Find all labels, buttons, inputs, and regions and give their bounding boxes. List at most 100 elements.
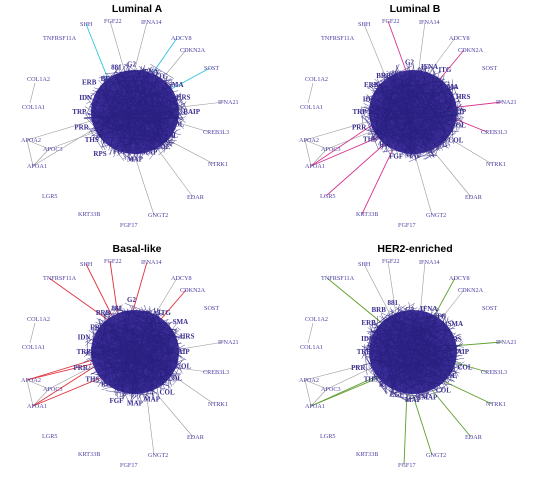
core-edge — [388, 324, 442, 389]
core-edge — [149, 70, 174, 92]
core-edge — [368, 93, 419, 113]
core-edge — [173, 360, 182, 381]
core-edge — [150, 113, 166, 151]
edge-ifna14 — [419, 261, 426, 316]
cluster-label: COL — [448, 137, 464, 145]
core-edge — [398, 321, 459, 361]
core-edge — [409, 121, 442, 137]
panel-title: Luminal A — [112, 3, 163, 15]
core-edge — [102, 79, 138, 89]
gene-label-edar: EDAR — [465, 434, 483, 441]
gene-label-fgf22: FGF22 — [104, 18, 122, 25]
core-edge — [407, 305, 426, 386]
core-edge — [364, 129, 434, 151]
cluster-label: COL — [457, 363, 473, 371]
cluster-label: MAP — [144, 396, 161, 404]
cluster-label: IDN — [363, 96, 376, 104]
core-edge — [404, 346, 415, 392]
core-edge — [405, 325, 456, 358]
core-edge — [158, 140, 175, 156]
core-edge — [86, 337, 88, 357]
panel-2: Basal-likeBAIPCOLCOLCOLMAPMAPFGFRPSTHSPR… — [21, 243, 239, 469]
core-edge — [89, 106, 93, 108]
core-edge — [368, 344, 399, 393]
core-edge — [383, 374, 432, 396]
core-edge — [140, 67, 157, 82]
core-edge — [394, 99, 404, 114]
core-edge — [452, 84, 464, 112]
highlight-edge-apoa1 — [32, 364, 98, 407]
cluster-label: MAP — [421, 394, 438, 402]
core-edge — [385, 94, 404, 128]
core-edge — [172, 101, 187, 125]
core-edge — [410, 319, 453, 338]
edge-layer — [26, 20, 225, 216]
core-edge — [91, 306, 119, 338]
cluster-label: COL — [431, 141, 447, 149]
core-edge — [378, 327, 393, 379]
gene-label-sost: SOST — [482, 65, 497, 72]
cluster-label: BAIP — [183, 108, 200, 116]
core-edge — [84, 346, 94, 358]
core-edge — [106, 369, 116, 375]
core-edge — [426, 70, 436, 125]
cluster-label: MAP — [127, 155, 144, 163]
gene-label-cdkn2a: CDKN2A — [458, 47, 484, 54]
edge-fgf22 — [387, 260, 398, 320]
highlight-edge-apoa1 — [310, 135, 382, 167]
gene-label-col1a1: COL1A1 — [300, 104, 323, 111]
core-edge — [392, 374, 404, 393]
edge-apo — [26, 139, 50, 150]
core-edge — [88, 112, 154, 139]
core-edge — [110, 386, 134, 394]
gene-label-apoc3: APOC3 — [43, 386, 63, 393]
core-edge — [377, 325, 433, 365]
core-edge — [142, 331, 159, 376]
core-edge — [425, 354, 454, 367]
core-edge — [429, 87, 434, 91]
core-edge — [105, 354, 170, 376]
gene-label-apoa1: APOA1 — [27, 403, 47, 410]
cluster-label: COL — [451, 121, 467, 129]
core-edge — [411, 374, 441, 379]
core-edge — [134, 322, 165, 333]
core-edge — [105, 351, 124, 387]
core-edge — [418, 332, 438, 372]
gene-label-ntrk1: NTRK1 — [486, 401, 506, 408]
core-edge — [385, 113, 422, 132]
core-edge — [101, 339, 151, 357]
cluster-label: HRS — [176, 94, 191, 102]
core-edge — [101, 134, 159, 147]
core-edge — [373, 359, 454, 381]
cluster-label: BRB — [96, 309, 111, 317]
gene-label-fgf22: FGF22 — [382, 258, 400, 265]
gene-label-fgf22: FGF22 — [104, 258, 122, 265]
gene-label-col1a2: COL1A2 — [305, 316, 328, 323]
cluster-label: COL — [436, 386, 452, 394]
gene-label-lgr5: LGR5 — [42, 433, 57, 440]
core-edge — [88, 330, 144, 368]
core-edge — [367, 322, 374, 349]
core-edge — [419, 126, 457, 132]
core-edge — [130, 309, 149, 402]
core-edge — [111, 140, 166, 149]
cluster-label: ITG — [155, 73, 168, 81]
core-edge — [381, 124, 387, 151]
core-edge — [114, 326, 135, 381]
core-edge — [382, 73, 397, 139]
core-edge — [385, 361, 425, 380]
edge-apo — [310, 388, 328, 407]
core-edge — [373, 302, 415, 330]
highlight-edge-tnfrsf11a — [326, 277, 393, 332]
core-edge — [423, 308, 434, 332]
core-edge — [386, 66, 421, 138]
core-edge — [382, 363, 395, 367]
gene-label-krt33b: KRT33B — [78, 451, 100, 458]
core-edge — [387, 98, 404, 134]
edge-edar — [150, 386, 194, 438]
core-edge — [131, 117, 161, 152]
highlight-edge-apoa1 — [32, 374, 108, 407]
cluster-label: FGF — [113, 148, 127, 156]
core-edge — [361, 323, 378, 359]
core-edge — [163, 362, 173, 387]
